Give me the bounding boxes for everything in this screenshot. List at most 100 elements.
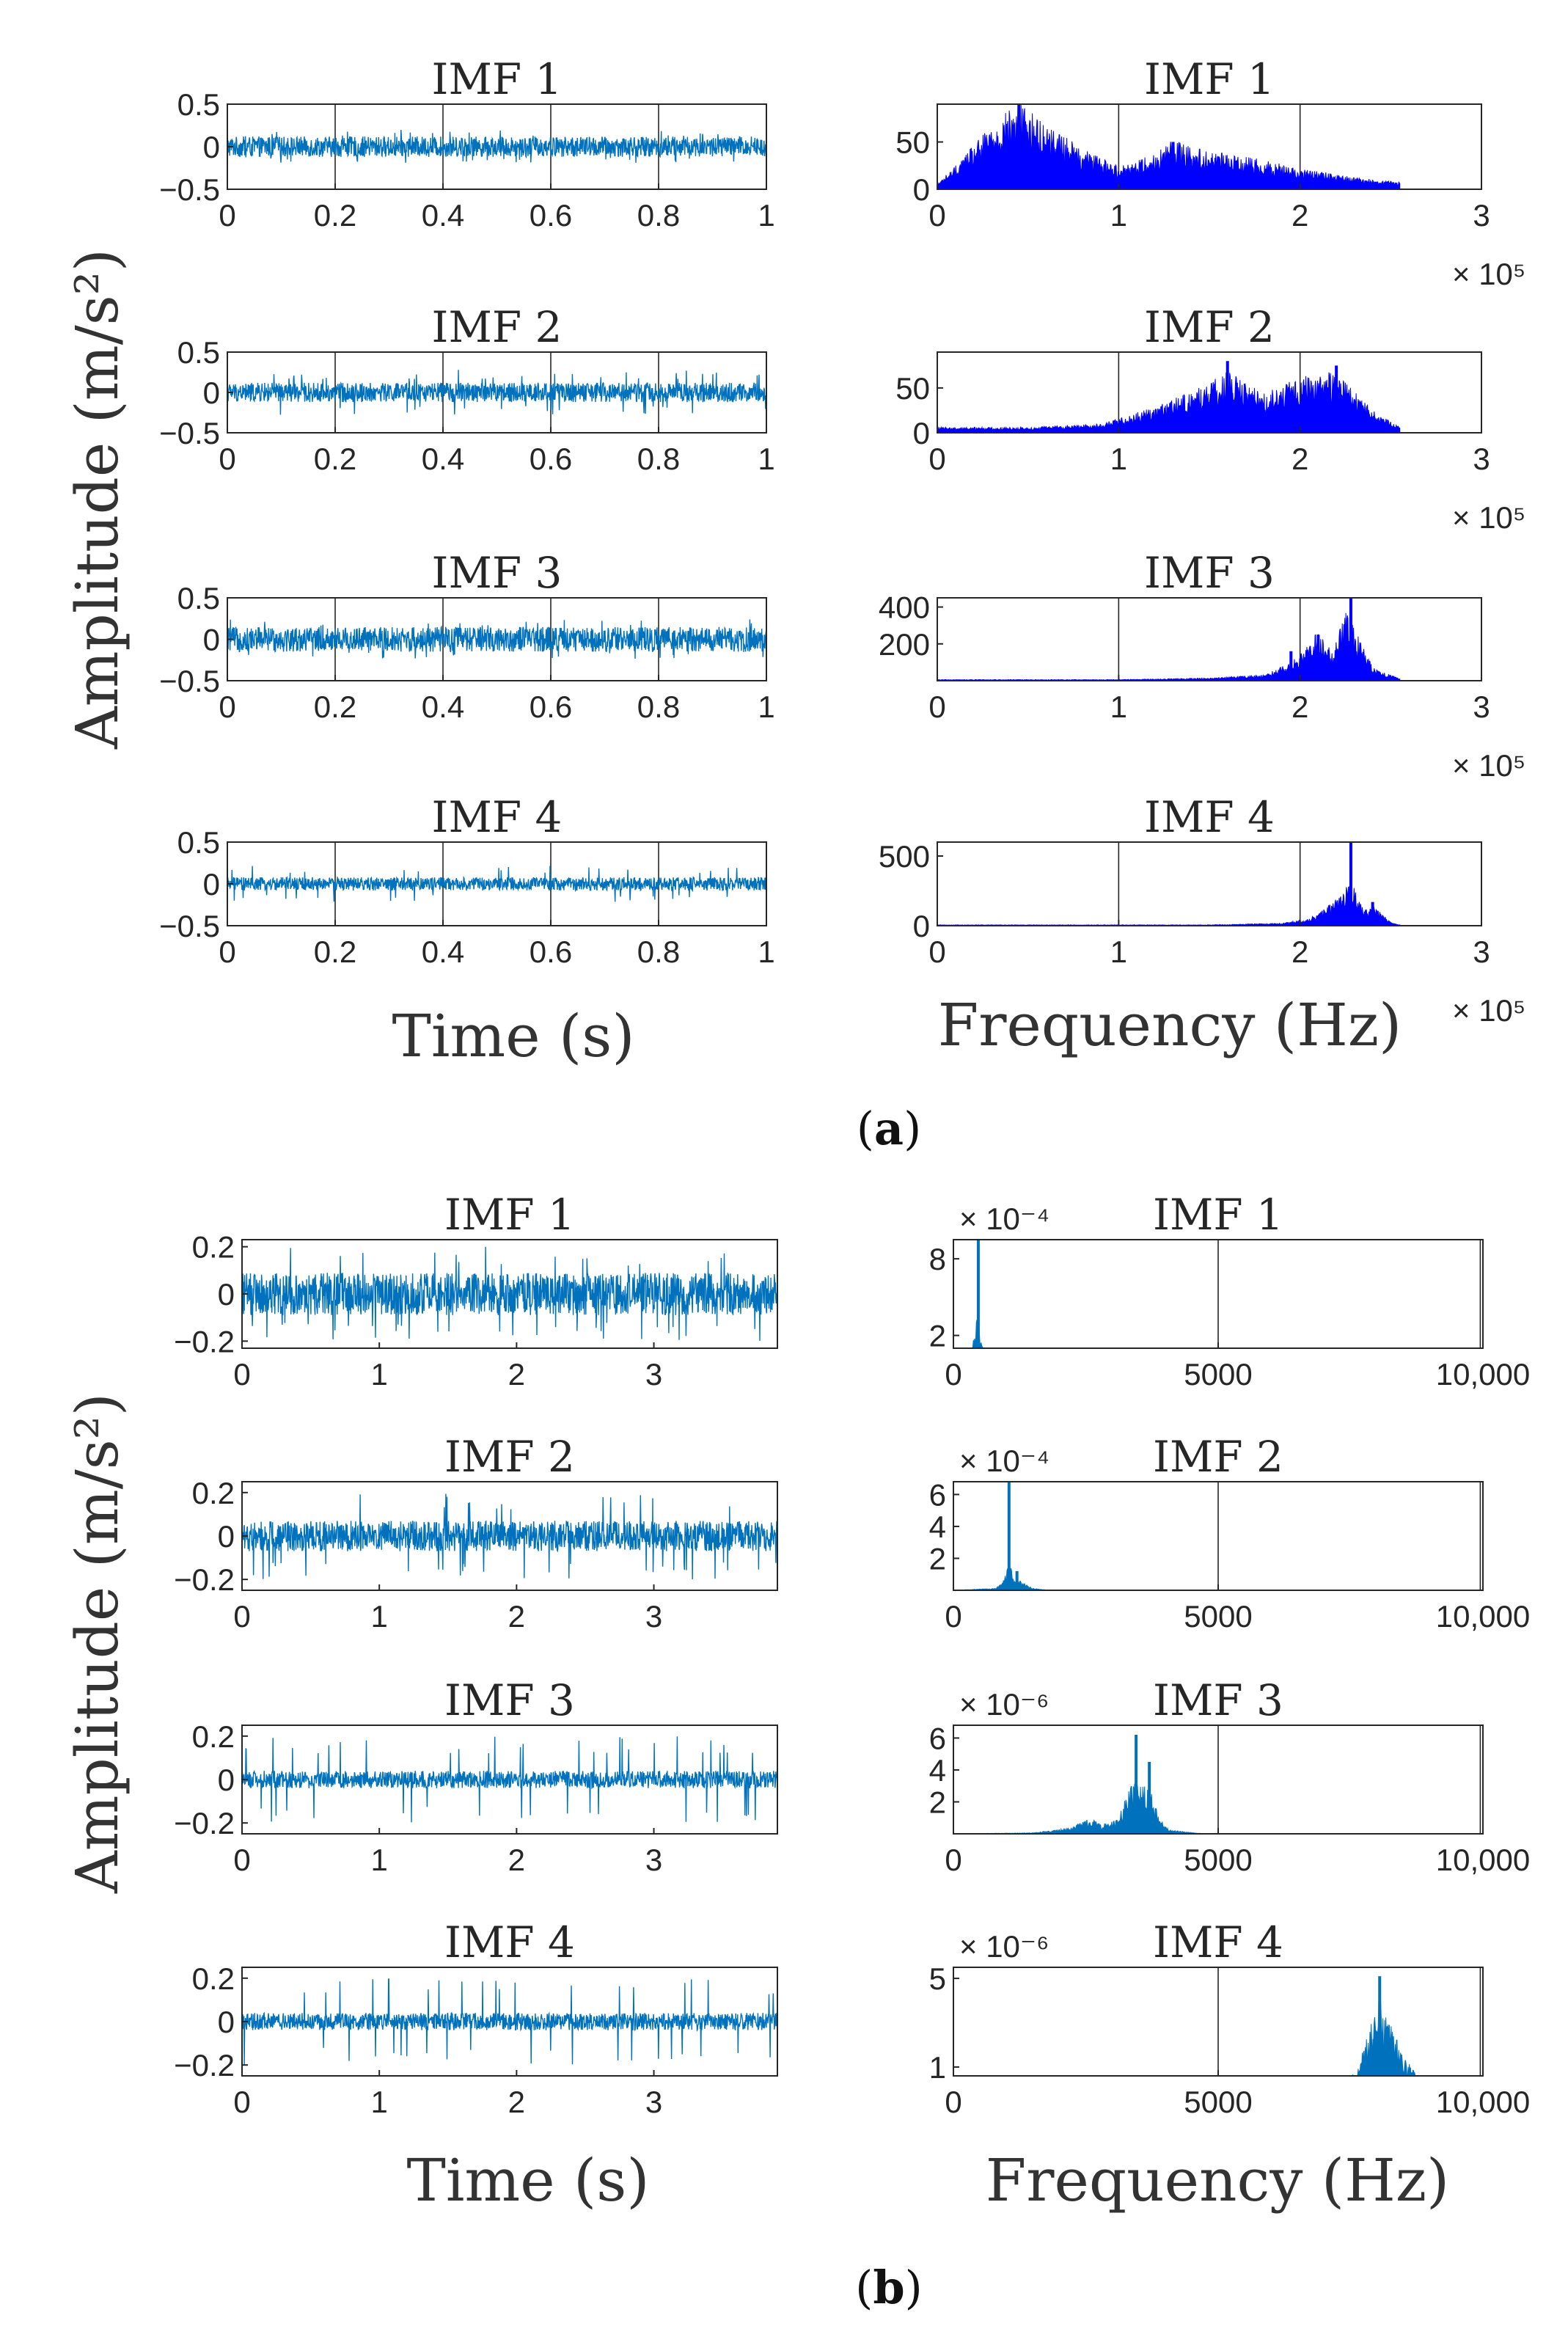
x-tick-label: 0 <box>945 1599 961 1634</box>
ylabel-a: Amplitude (m/s²) <box>63 249 131 750</box>
axis-exponent: × 10⁵ <box>1452 257 1525 291</box>
x-tick-label: 0 <box>219 690 235 724</box>
chart-title: IMF 2 <box>1153 1432 1283 1482</box>
x-tick-label: 0 <box>233 1843 250 1877</box>
y-tick-label: −0.2 <box>174 2048 235 2082</box>
y-tick-label: 200 <box>879 627 930 662</box>
chart-b-time-2: IMF 20 1 2 3−0.200.2 <box>174 1432 778 1634</box>
x-tick-label: 1 <box>370 1599 387 1634</box>
ylabel-b: Amplitude (m/s²) <box>63 1393 131 1894</box>
x-tick-label: 0 <box>945 1357 961 1391</box>
panel-a-close: ) <box>904 1102 921 1155</box>
y-tick-label: −0.5 <box>159 664 220 698</box>
x-tick-label: 2 <box>508 2085 525 2119</box>
y-tick-label: 4 <box>929 1510 946 1544</box>
y-tick-label: 0 <box>913 172 930 207</box>
x-tick-label: 5000 <box>1184 1599 1252 1634</box>
y-tick-label: 0 <box>203 376 220 410</box>
spectrum-area <box>937 886 1401 926</box>
x-tick-label: 0.8 <box>637 442 680 476</box>
x-tick-label: 0 <box>928 198 945 233</box>
series-line <box>241 1978 778 2066</box>
chart-b-freq-1: IMF 1 0 5000 10,000 2 8 × 10⁻⁴ <box>929 1190 1531 1391</box>
y-tick-label: 1 <box>929 2050 946 2085</box>
y-tick-label: 0 <box>203 130 220 164</box>
panel-a-letter: a <box>874 1102 904 1155</box>
chart-title: IMF 4 <box>444 1917 575 1967</box>
y-tick-label: 0.2 <box>192 1230 235 1265</box>
y-tick-label: 5 <box>929 1961 946 1996</box>
y-tick-label: 4 <box>929 1753 946 1788</box>
chart-b-freq-4: IMF 4 0 5000 10,000 1 5 × 10⁻⁶ <box>929 1917 1531 2119</box>
x-tick-label: 5000 <box>1184 1843 1252 1877</box>
x-tick-label: 0.8 <box>637 690 680 724</box>
axes-frame <box>937 351 1482 434</box>
x-tick-label: 0.4 <box>422 198 464 233</box>
chart-title: IMF 2 <box>444 1432 575 1482</box>
spectrum-area <box>937 104 1401 190</box>
spectrum-area <box>937 372 1401 434</box>
y-tick-label: −0.2 <box>174 1324 235 1358</box>
chart-a-freq-4: IMF 4 0 1 2 3 0 500 × 10⁵ <box>879 792 1525 1028</box>
chart-title: IMF 1 <box>444 1190 575 1240</box>
x-tick-label: 1 <box>758 442 774 476</box>
y-tick-label: 0.2 <box>192 1719 235 1754</box>
x-tick-label: 3 <box>1473 198 1490 233</box>
y-tick-label: 2 <box>929 1541 946 1576</box>
chart-a-freq-2: IMF 2 0 1 2 3 0 50 × 10⁵ <box>895 302 1525 535</box>
x-tick-label: 3 <box>1473 442 1490 476</box>
x-tick-label: 1 <box>758 690 774 724</box>
x-tick-label: 3 <box>645 2085 662 2119</box>
x-tick-label: 0.2 <box>314 198 356 233</box>
y-tick-label: 0.5 <box>177 335 220 370</box>
x-tick-label: 0.2 <box>314 935 356 969</box>
x-tick-label: 0.6 <box>530 935 572 969</box>
series-line <box>227 866 767 902</box>
x-tick-label: 0 <box>233 1599 250 1634</box>
y-tick-label: 0 <box>218 1277 235 1312</box>
axes-frame <box>937 597 1482 681</box>
x-tick-label: 0 <box>219 442 235 476</box>
series-line <box>241 1246 778 1341</box>
y-tick-label: 0 <box>218 1763 235 1797</box>
x-tick-label: 1 <box>370 2085 387 2119</box>
chart-a-time-2: IMF 20 0.2 0.4 0.6 0.8 1−0.500.5 <box>159 302 775 476</box>
x-tick-label: 2 <box>1292 198 1308 233</box>
y-tick-label: 500 <box>879 839 930 874</box>
y-tick-label: 0 <box>218 2005 235 2039</box>
series-line <box>227 129 767 163</box>
x-tick-label: 0 <box>233 1357 250 1391</box>
chart-a-time-4: IMF 40 0.2 0.4 0.6 0.8 1−0.500.5 <box>159 792 775 969</box>
chart-b-time-3: IMF 30 1 2 3−0.200.2 <box>174 1675 778 1877</box>
chart-title: IMF 3 <box>1144 548 1275 598</box>
x-tick-label: 3 <box>1473 935 1490 969</box>
x-tick-label: 1 <box>370 1357 387 1391</box>
x-tick-label: 0 <box>945 2085 961 2119</box>
y-tick-label: 2 <box>929 1319 946 1353</box>
x-tick-label: 0 <box>219 198 235 233</box>
y-tick-label: 6 <box>929 1721 946 1755</box>
panel-a-open: ( <box>857 1102 874 1155</box>
y-tick-label: 0.2 <box>192 1961 235 1996</box>
chart-a-freq-1: IMF 1 0 1 2 3 0 50 × 10⁵ <box>895 54 1525 291</box>
x-tick-label: 0.8 <box>637 935 680 969</box>
axis-exponent: × 10⁵ <box>1452 500 1525 535</box>
time-xlabel-a: Time (s) <box>392 1002 634 1070</box>
x-tick-label: 1 <box>1110 690 1127 724</box>
y-tick-label: 0.2 <box>192 1476 235 1510</box>
time-xlabel-b: Time (s) <box>406 2146 649 2215</box>
series-line <box>241 1736 778 1823</box>
axis-exponent: × 10⁻⁴ <box>959 1444 1049 1478</box>
chart-title: IMF 1 <box>432 54 563 104</box>
chart-title: IMF 3 <box>1153 1675 1283 1725</box>
x-tick-label: 5000 <box>1184 1357 1252 1391</box>
axes-frame <box>937 103 1482 190</box>
y-tick-label: 0 <box>913 909 930 943</box>
x-tick-label: 0.2 <box>314 442 356 476</box>
axis-exponent: × 10⁵ <box>1452 993 1525 1028</box>
chart-b-time-1: IMF 10 1 2 3−0.200.2 <box>174 1190 778 1391</box>
chart-title: IMF 4 <box>432 792 563 842</box>
y-tick-label: 50 <box>895 125 930 160</box>
